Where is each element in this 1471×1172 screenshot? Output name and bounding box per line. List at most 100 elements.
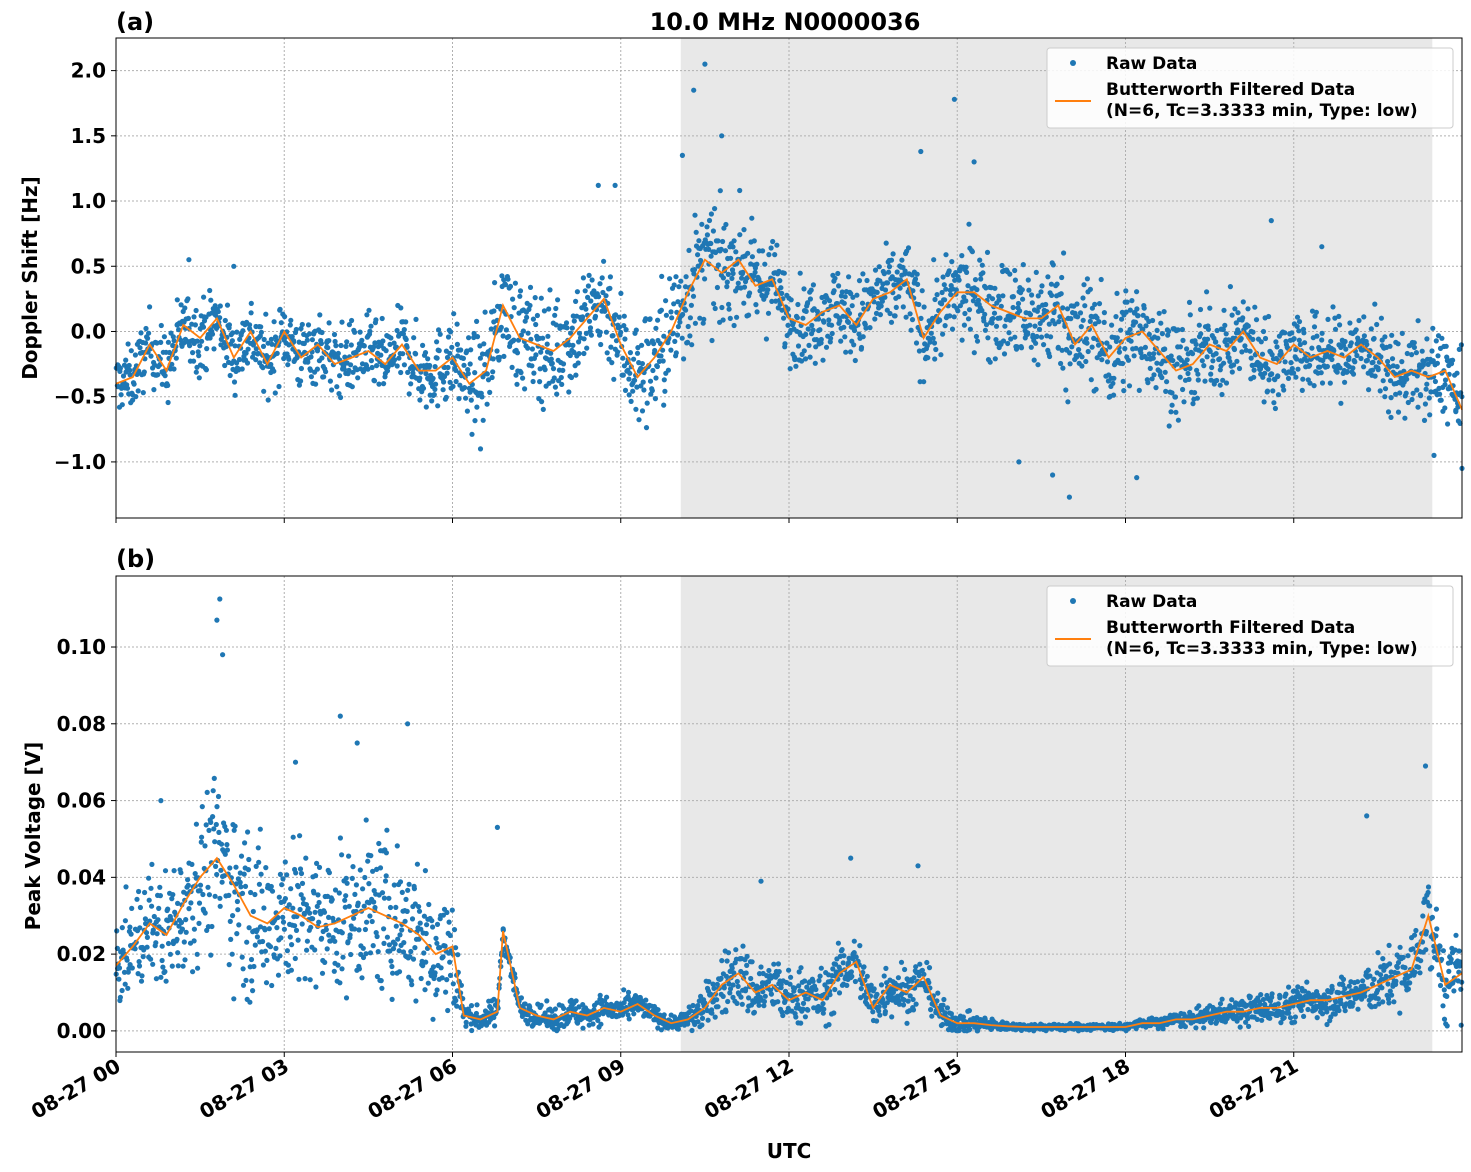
raw-data-point (231, 827, 237, 833)
raw-data-point (323, 927, 329, 933)
raw-data-point (400, 331, 406, 337)
raw-data-point (913, 340, 920, 346)
raw-data-point (168, 917, 174, 923)
raw-data-point (175, 900, 181, 907)
raw-data-point (754, 309, 760, 315)
raw-data-point (355, 375, 361, 381)
raw-data-point (1057, 314, 1063, 320)
raw-data-point (972, 293, 978, 299)
raw-data-point (180, 963, 186, 969)
raw-data-point (227, 918, 233, 925)
raw-data-point (520, 375, 526, 381)
raw-data-point (989, 320, 995, 326)
raw-data-point (127, 372, 133, 378)
raw-data-point (474, 318, 480, 324)
raw-data-point (1193, 341, 1199, 347)
raw-data-point (129, 965, 135, 971)
raw-data-point (391, 340, 397, 346)
raw-data-point (1027, 322, 1033, 328)
raw-data-point (343, 875, 349, 881)
raw-data-point (723, 1009, 729, 1015)
raw-data-point (186, 257, 192, 263)
filtered-data-line (115, 258, 1463, 411)
raw-data-point (813, 344, 819, 350)
raw-data-point (1078, 324, 1084, 330)
raw-data-point (276, 894, 282, 900)
raw-data-point (1423, 386, 1429, 392)
raw-data-point (336, 890, 342, 896)
raw-data-point (306, 331, 313, 337)
raw-data-point (245, 867, 251, 873)
raw-data-point (514, 381, 520, 387)
raw-data-point (447, 959, 453, 965)
raw-data-point (391, 882, 397, 888)
raw-data-point (898, 959, 905, 965)
raw-data-point (991, 310, 998, 316)
raw-data-point (196, 375, 202, 381)
raw-data-point (444, 909, 450, 916)
raw-data-point (360, 945, 366, 951)
raw-data-point (1119, 316, 1125, 322)
raw-data-point (119, 402, 125, 408)
raw-data-point (982, 327, 989, 333)
raw-data-point (185, 315, 191, 321)
raw-data-point (119, 987, 125, 994)
raw-data-point (234, 931, 240, 937)
raw-data-point (599, 275, 605, 281)
raw-data-point (1277, 995, 1283, 1001)
raw-data-point (413, 998, 419, 1004)
raw-data-point (525, 345, 531, 351)
raw-data-point (1159, 374, 1165, 381)
raw-data-point (1281, 1015, 1287, 1021)
raw-data-point (837, 318, 843, 324)
raw-data-point (224, 355, 230, 361)
raw-data-point (1155, 335, 1161, 341)
raw-data-point (876, 264, 882, 270)
raw-data-point (951, 96, 958, 102)
raw-data-point (1041, 342, 1047, 348)
raw-data-point (807, 354, 813, 360)
raw-data-point (367, 328, 373, 334)
raw-data-point (202, 843, 208, 849)
raw-data-point (443, 989, 449, 995)
raw-data-point (231, 996, 237, 1002)
raw-data-point (1056, 319, 1062, 325)
raw-data-point (346, 853, 352, 859)
raw-data-point (381, 895, 387, 901)
raw-data-point (1421, 417, 1428, 423)
raw-data-point (1134, 289, 1140, 295)
raw-data-point (239, 954, 245, 960)
raw-data-point (359, 337, 365, 343)
raw-data-point (735, 983, 741, 990)
raw-data-point (1409, 396, 1415, 403)
raw-data-point (352, 329, 358, 335)
raw-data-point (362, 926, 368, 933)
raw-data-point (171, 868, 177, 874)
raw-data-point (531, 370, 537, 376)
raw-data-point (966, 307, 973, 313)
raw-data-point (349, 317, 355, 324)
raw-data-point (639, 361, 646, 367)
raw-data-point (723, 221, 729, 228)
raw-data-point (918, 148, 924, 155)
raw-data-point (1418, 393, 1424, 399)
raw-data-point (580, 1025, 586, 1031)
raw-data-point (691, 271, 697, 277)
raw-data-point (525, 1012, 531, 1018)
raw-data-point (1415, 404, 1421, 410)
raw-data-point (640, 379, 646, 385)
raw-data-point (817, 327, 823, 333)
raw-data-point (444, 977, 450, 983)
raw-data-point (867, 325, 873, 331)
raw-data-point (1207, 305, 1213, 311)
raw-data-point (321, 374, 327, 380)
raw-data-point (675, 332, 681, 338)
raw-data-point (138, 978, 145, 984)
raw-data-point (1405, 399, 1411, 406)
raw-data-point (874, 1018, 880, 1024)
raw-data-point (359, 975, 365, 981)
raw-data-point (1404, 350, 1410, 357)
raw-data-point (369, 364, 375, 371)
raw-data-point (661, 402, 667, 408)
raw-data-point (575, 360, 581, 366)
